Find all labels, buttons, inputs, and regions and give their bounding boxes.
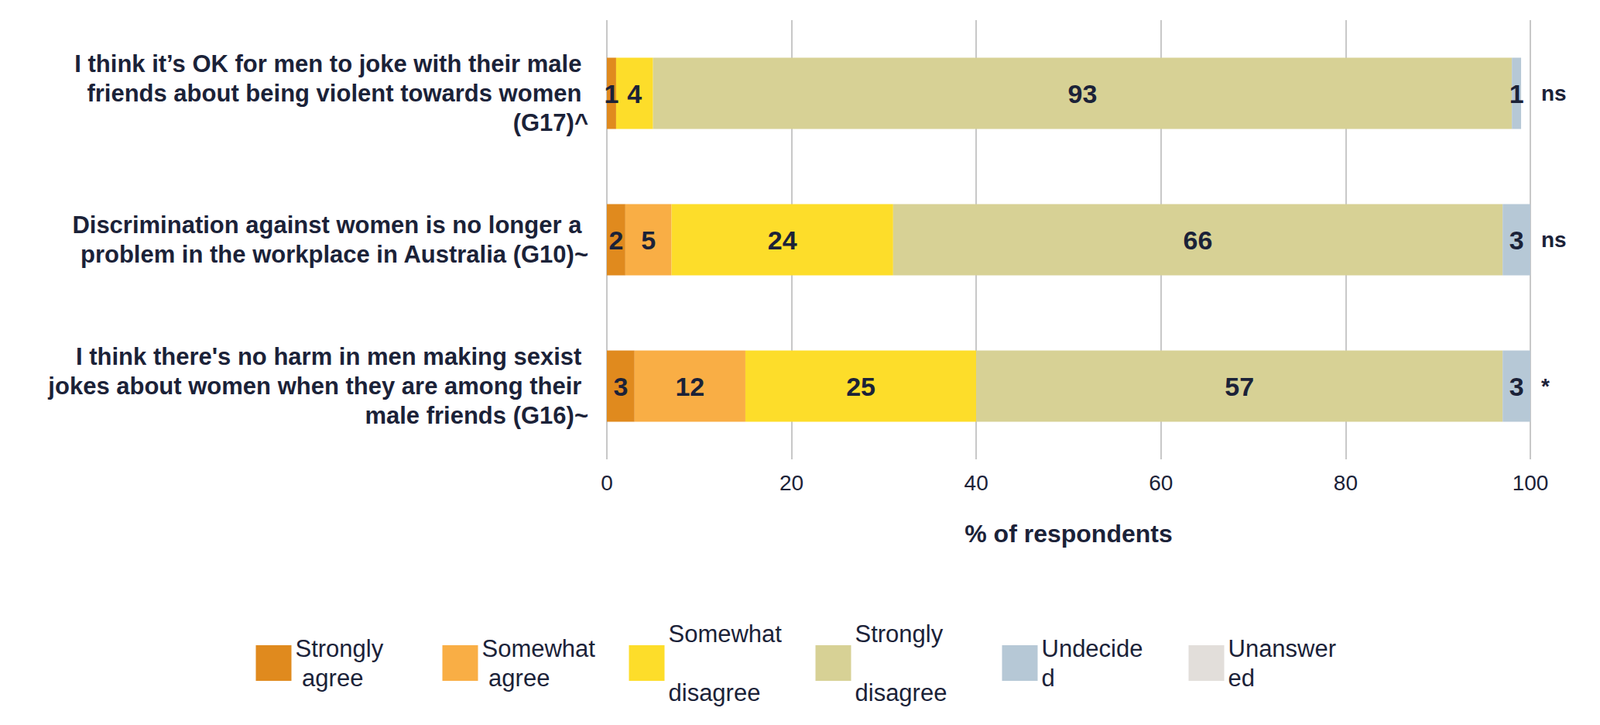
svg-text:3: 3 <box>1509 371 1525 401</box>
svg-text:agree: agree <box>295 664 364 692</box>
svg-text:jokes about women when they ar: jokes about women when they are among th… <box>47 372 589 400</box>
svg-text:Strongly: Strongly <box>295 634 384 662</box>
svg-text:Strongly: Strongly <box>855 620 944 648</box>
svg-text:12: 12 <box>674 371 705 401</box>
svg-text:ed: ed <box>1228 664 1255 692</box>
svg-text:80: 80 <box>1333 470 1358 495</box>
svg-text:agree: agree <box>482 664 551 692</box>
svg-text:60: 60 <box>1148 470 1173 495</box>
svg-text:1: 1 <box>604 78 620 109</box>
svg-text:Somewhat: Somewhat <box>482 634 597 662</box>
svg-text:I think there's no harm in men: I think there's no harm in men making se… <box>75 342 589 371</box>
svg-text:25: 25 <box>846 371 876 401</box>
svg-text:Undecide: Undecide <box>1041 634 1144 662</box>
svg-text:2: 2 <box>608 225 624 255</box>
svg-text:3: 3 <box>1509 225 1525 255</box>
svg-text:ns: ns <box>1541 227 1567 252</box>
svg-text:ns: ns <box>1541 81 1567 106</box>
svg-text:4: 4 <box>626 78 642 109</box>
svg-text:friends about being violent to: friends about being violent towards wome… <box>86 79 589 107</box>
svg-text:93: 93 <box>1067 78 1097 109</box>
svg-text:40: 40 <box>964 470 989 495</box>
svg-text:problem in the workplace in Au: problem in the workplace in Australia (G… <box>80 240 589 268</box>
svg-text:d: d <box>1041 664 1056 692</box>
svg-text:Somewhat: Somewhat <box>668 620 783 648</box>
svg-text:57: 57 <box>1224 371 1254 401</box>
svg-text:3: 3 <box>613 371 628 401</box>
svg-text:% of respondents: % of respondents <box>964 519 1172 548</box>
svg-text:1: 1 <box>1509 78 1525 109</box>
svg-text:I think it’s OK for men to jok: I think it’s OK for men to joke with the… <box>74 50 589 78</box>
svg-text:(G17)^: (G17)^ <box>513 109 589 137</box>
svg-text:20: 20 <box>779 470 804 495</box>
svg-text:Discrimination against women i: Discrimination against women is no longe… <box>71 211 589 239</box>
svg-text:*: * <box>1541 373 1550 398</box>
svg-text:24: 24 <box>767 225 798 255</box>
svg-text:100: 100 <box>1512 470 1549 495</box>
svg-text:0: 0 <box>600 470 614 495</box>
svg-text:66: 66 <box>1183 225 1213 255</box>
svg-text:Unanswer: Unanswer <box>1228 634 1337 662</box>
svg-text:5: 5 <box>640 225 656 255</box>
svg-text:disagree: disagree <box>855 678 948 706</box>
svg-text:disagree: disagree <box>668 678 761 706</box>
svg-text:male friends (G16)~: male friends (G16)~ <box>364 401 589 429</box>
